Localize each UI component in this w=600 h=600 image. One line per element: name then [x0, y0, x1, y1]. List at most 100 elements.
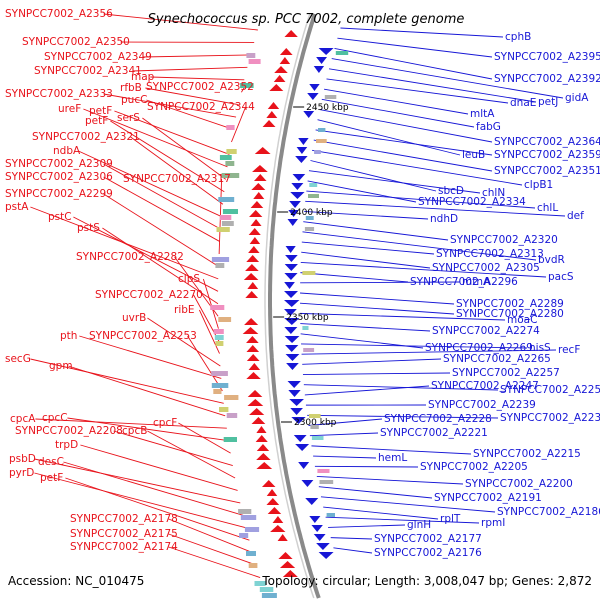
right-gene-label: SYNPCC7002_A2257 [452, 367, 560, 379]
right-label-line [340, 27, 504, 38]
feature-block [317, 469, 330, 473]
left-label-line [35, 418, 227, 429]
forward-gene-arrow [251, 183, 266, 190]
reverse-gene-arrow [284, 336, 300, 343]
feature-block [319, 480, 334, 484]
feature-block [314, 150, 321, 154]
reverse-gene-arrow [298, 138, 309, 145]
right-gene-label: glnH [407, 519, 431, 531]
reverse-gene-arrow [295, 444, 310, 451]
right-gene-label: SYNPCC7002_A2186 [497, 506, 600, 518]
right-gene-label: dnaE [510, 97, 536, 109]
forward-gene-arrow [246, 255, 260, 262]
reverse-gene-arrow [287, 219, 299, 226]
forward-gene-arrow [269, 84, 284, 91]
right-label-line [300, 261, 547, 278]
right-label-line [316, 476, 464, 485]
right-gene-label: SYNPCC7002_A2221 [380, 427, 488, 439]
feature-block [218, 197, 235, 202]
right-label-line [302, 372, 451, 375]
feature-block [248, 59, 261, 64]
right-label-line [308, 418, 383, 426]
feature-block [311, 436, 324, 440]
right-gene-label: SYNPCC7002_A2296 [410, 276, 518, 288]
left-gene-label: uvrB [122, 312, 146, 324]
forward-gene-arrow [279, 57, 291, 64]
left-gene-label: cpcF [153, 417, 177, 429]
left-gene-label: SYNPCC7002_A2299 [5, 188, 113, 200]
forward-gene-arrow [267, 102, 280, 109]
reverse-gene-arrow [287, 381, 301, 388]
forward-gene-arrow [250, 201, 264, 208]
forward-gene-arrow [256, 444, 270, 451]
reverse-gene-arrow [309, 84, 320, 91]
right-gene-label: SYNPCC7002_A2395 [494, 51, 600, 63]
right-gene-label: SYNPCC7002_A2351 [494, 165, 600, 177]
feature-block [215, 341, 224, 346]
feature-block [240, 83, 254, 88]
reverse-gene-arrow [311, 525, 323, 532]
left-gene-label: SYNPCC7002_A2208 [15, 425, 123, 437]
left-label-line [68, 365, 226, 417]
right-label-line [319, 109, 493, 143]
tick-label: 2350 kbp [286, 313, 329, 323]
feature-block [219, 155, 232, 160]
right-label-line [301, 241, 435, 255]
forward-gene-arrow [249, 237, 261, 244]
left-label-line [78, 150, 222, 218]
left-gene-label: SYNPCC7002_A2253 [89, 330, 197, 342]
feature-block [221, 173, 240, 178]
reverse-gene-arrow [295, 156, 308, 163]
right-gene-label: recF [558, 344, 580, 356]
right-gene-label: SYNPCC7002_A2392 [494, 73, 600, 85]
right-gene-label: pacS [548, 271, 574, 283]
tick-label: 2400 kbp [290, 208, 333, 218]
forward-gene-arrow [247, 282, 259, 289]
left-label-line [130, 136, 224, 205]
forward-gene-arrow [256, 426, 267, 433]
reverse-gene-arrow [284, 318, 300, 325]
feature-block [318, 128, 326, 132]
reverse-gene-arrow [291, 417, 306, 424]
reverse-gene-arrow [313, 66, 325, 73]
forward-gene-arrow [266, 498, 280, 505]
left-label-line [34, 472, 247, 529]
right-gene-label: hisS [529, 342, 551, 354]
left-gene-label: rfbB [120, 82, 142, 94]
right-label-line [303, 384, 499, 391]
right-gene-label: SYNPCC7002_A2305 [432, 262, 540, 274]
right-gene-label: bvdR [538, 254, 565, 266]
feature-block [214, 335, 224, 340]
right-gene-label: sbcD [438, 185, 464, 197]
right-label-line [300, 281, 461, 284]
reverse-gene-arrow [285, 255, 298, 262]
left-label-line [65, 477, 250, 541]
left-label-line [168, 546, 261, 578]
left-label-line [187, 335, 223, 392]
left-gene-label: SYNPCC7002_A2178 [70, 513, 178, 525]
forward-gene-arrow [279, 48, 293, 55]
right-gene-label: SYNPCC7002_A2239 [428, 399, 536, 411]
forward-gene-arrow [246, 336, 259, 343]
left-gene-label: gpm [49, 360, 73, 372]
forward-gene-arrow [256, 462, 273, 469]
right-gene-label: SYNPCC7002_A2177 [374, 533, 482, 545]
forward-gene-arrow [267, 507, 282, 514]
right-label-line [311, 149, 523, 186]
left-label-line [103, 13, 258, 31]
right-gene-label: SYNPCC7002_A2228 [384, 413, 492, 425]
right-label-line [337, 37, 493, 58]
right-label-line [309, 432, 379, 437]
right-gene-label: SYNPCC7002_A2274 [432, 325, 540, 337]
right-gene-label: ndhD [430, 213, 458, 225]
left-gene-label: SYNPCC7002_A2321 [32, 131, 140, 143]
feature-block [216, 227, 230, 232]
reverse-gene-arrow [288, 390, 301, 397]
reverse-gene-arrow [289, 399, 304, 406]
right-gene-label: SYNPCC7002_A2313 [436, 248, 544, 260]
reverse-gene-arrow [290, 408, 303, 415]
reverse-gene-arrow [303, 111, 315, 118]
left-label-line [113, 430, 233, 466]
right-label-line [328, 68, 537, 103]
